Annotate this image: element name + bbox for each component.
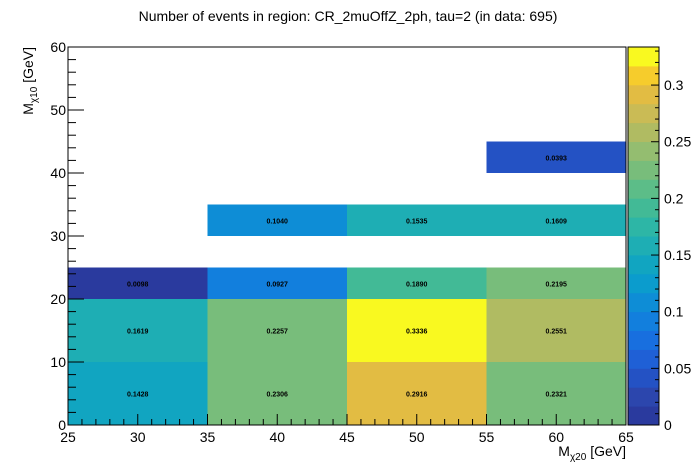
x-axis-title-unit: [GeV] <box>586 443 626 459</box>
heatmap-cell <box>68 299 208 362</box>
cell-value-label: 0.1609 <box>546 218 568 225</box>
colorbar-band <box>628 387 659 407</box>
heatmap-cell <box>486 141 626 173</box>
y-axis-title-main: M <box>20 103 36 115</box>
cell-value-label: 0.2257 <box>267 329 289 336</box>
cell-value-label: 0.0098 <box>127 281 149 288</box>
x-tick-label: 65 <box>618 429 634 445</box>
colorbar-tick-label: 0.25 <box>664 134 691 150</box>
heatmap-cell <box>486 267 626 299</box>
colorbar: 0 0.05 0.1 0.15 0.2 0.25 0.3 <box>627 46 691 433</box>
heatmap-cell <box>207 267 347 299</box>
colorbar-tick-label: 0.05 <box>664 360 691 376</box>
y-tick-label: 30 <box>50 228 66 244</box>
colorbar-band <box>628 84 659 105</box>
heatmap-cell <box>207 299 347 362</box>
cell-value-label: 0.1890 <box>406 281 428 288</box>
heatmap-cell <box>347 204 487 236</box>
cell-value-label: 0.2551 <box>546 329 568 336</box>
cell-value-label: 0.1040 <box>267 218 289 225</box>
heatmap-cell <box>486 204 626 236</box>
x-tick-label: 25 <box>60 429 76 445</box>
x-tick-label: 60 <box>548 429 564 445</box>
y-axis-title: Mχ10 [GeV] <box>20 47 40 115</box>
x-axis: 25 30 35 40 45 50 55 60 65 <box>60 414 634 445</box>
cell-value-label: 0.3336 <box>406 329 428 336</box>
colorbar-tick-label: 0 <box>664 417 672 433</box>
colorbar-tick-label: 0.2 <box>664 190 684 206</box>
colorbar-band <box>628 217 659 237</box>
colorbar-frame <box>627 46 660 426</box>
heatmap-cell <box>207 204 347 236</box>
cells-layer <box>68 141 626 425</box>
y-axis-title-sub: χ10 <box>29 86 40 103</box>
colorbar-band <box>628 65 659 86</box>
y-tick-label: 0 <box>58 417 66 433</box>
colorbar-band <box>628 254 659 275</box>
y-tick-label: 60 <box>50 39 66 55</box>
chart-title: Number of events in region: CR_2muOffZ_2… <box>138 8 558 24</box>
colorbar-band <box>628 368 659 388</box>
colorbar-band <box>628 330 659 350</box>
x-tick-label: 30 <box>130 429 146 445</box>
cell-value-label: 0.2306 <box>267 392 289 399</box>
colorbar-band <box>628 47 659 67</box>
colorbar-band <box>628 236 659 256</box>
colorbar-band <box>628 160 659 180</box>
colorbar-band <box>628 273 659 294</box>
x-tick-label: 50 <box>409 429 425 445</box>
colorbar-band <box>628 141 659 161</box>
cell-value-label: 0.1619 <box>127 329 149 336</box>
heatmap-cell <box>347 299 487 362</box>
heatmap-cell <box>486 299 626 362</box>
cell-value-label: 0.1535 <box>406 218 428 225</box>
y-tick-label: 40 <box>50 165 66 181</box>
y-tick-label: 20 <box>50 291 66 307</box>
colorbar-band <box>628 179 659 199</box>
colorbar-band <box>628 122 659 142</box>
x-axis-title: Mχ20 [GeV] <box>558 443 626 463</box>
x-axis-title-main: M <box>558 443 570 459</box>
cell-value-label: 0.2195 <box>546 281 568 288</box>
cell-labels-layer: 0.1428 0.2306 0.2916 0.2321 0.1619 0.2257 0.33… <box>127 155 567 398</box>
colorbar-tick-label: 0.1 <box>664 304 684 320</box>
y-axis: 0 10 20 30 40 50 60 <box>50 39 84 433</box>
cell-value-label: 0.0927 <box>267 281 289 288</box>
colorbar-band <box>628 103 659 124</box>
colorbar-tick-label: 0.3 <box>664 77 684 93</box>
y-tick-label: 50 <box>50 102 66 118</box>
heatmap-cell <box>347 267 487 299</box>
cell-value-label: 0.1428 <box>127 392 149 399</box>
colorbar-tick-label: 0.15 <box>664 247 691 263</box>
colorbar-band <box>628 406 659 426</box>
y-tick-label: 10 <box>50 354 66 370</box>
x-tick-label: 45 <box>339 429 355 445</box>
y-axis-title-unit: [GeV] <box>20 47 36 87</box>
cell-value-label: 0.0393 <box>546 155 568 162</box>
x-tick-label: 35 <box>200 429 216 445</box>
x-tick-label: 40 <box>269 429 285 445</box>
cell-value-label: 0.2321 <box>546 392 568 399</box>
colorbar-band <box>628 311 659 331</box>
x-tick-label: 55 <box>479 429 495 445</box>
colorbar-band <box>628 198 659 218</box>
colorbar-band <box>628 292 659 313</box>
colorbar-band <box>628 349 659 369</box>
x-axis-title-sub: χ20 <box>570 452 587 463</box>
cell-value-label: 0.2916 <box>406 392 428 399</box>
heatmap-cell <box>68 267 208 299</box>
